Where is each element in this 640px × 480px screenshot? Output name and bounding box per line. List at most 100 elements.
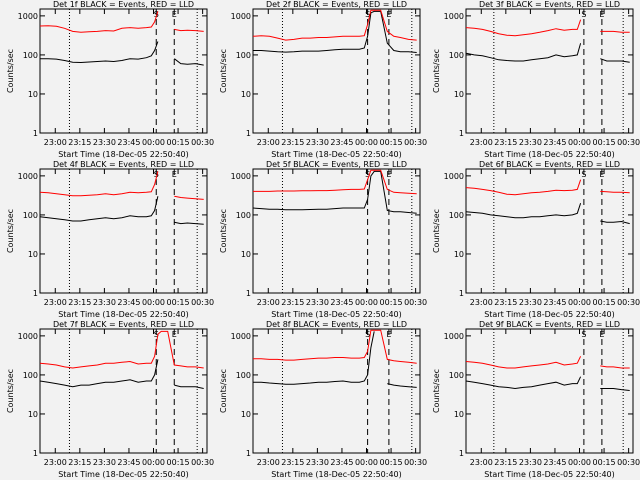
- x-tick-label: 00:30: [191, 458, 214, 467]
- x-tick-label: 23:00: [257, 138, 280, 147]
- plot-frame: [39, 8, 208, 134]
- x-tick-label: 00:00: [142, 138, 165, 147]
- y-tick-label: 1: [246, 289, 251, 298]
- x-tick-label: 00:00: [568, 138, 591, 147]
- panel: Det 2f BLACK = Events, RED = LLD Start Ti…: [219, 0, 427, 159]
- annotation: E: [172, 10, 177, 19]
- x-tick-label: 23:00: [44, 298, 67, 307]
- y-tick-label: 1000: [444, 172, 464, 181]
- chart-title: Det 5f BLACK = Events, RED = LLD: [266, 160, 407, 169]
- x-tick-label: 23:15: [281, 298, 304, 307]
- annotation: E: [599, 10, 604, 19]
- x-axis-label: Start Time (18-Dec-05 22:50:40): [58, 470, 189, 479]
- chart-title: Det 2f BLACK = Events, RED = LLD: [266, 0, 407, 9]
- y-tick-label: 100: [23, 51, 38, 60]
- plot-frame: [39, 328, 208, 454]
- y-tick-label: 100: [236, 211, 251, 220]
- x-tick-label: 00:15: [167, 298, 190, 307]
- x-tick-label: 23:30: [306, 298, 329, 307]
- series-line: [252, 9, 417, 41]
- annotation: E: [172, 170, 177, 179]
- annotation: E: [386, 170, 391, 179]
- plot-frame: [465, 8, 634, 134]
- series-line: [465, 356, 630, 369]
- x-tick-label: 23:45: [117, 458, 140, 467]
- y-tick-label: 100: [449, 371, 464, 380]
- y-tick-label: 10: [241, 90, 251, 99]
- y-tick-label: 1000: [231, 332, 251, 341]
- x-tick-label: 23:00: [257, 458, 280, 467]
- x-tick-label: 23:30: [306, 138, 329, 147]
- x-axis-label: Start Time (18-Dec-05 22:50:40): [58, 150, 189, 159]
- x-tick-label: 23:45: [543, 458, 566, 467]
- x-tick-label: 00:00: [355, 138, 378, 147]
- annotation: S: [154, 330, 159, 339]
- x-tick-label: 23:30: [93, 138, 116, 147]
- series-line: [465, 376, 630, 391]
- x-tick-label: 00:30: [617, 298, 640, 307]
- x-tick-label: 00:00: [355, 458, 378, 467]
- series-line: [253, 10, 417, 53]
- annotation: S: [365, 170, 370, 179]
- x-axis-label: Start Time (18-Dec-05 22:50:40): [271, 310, 402, 319]
- y-tick-label: 10: [28, 90, 38, 99]
- panel: Det 5f BLACK = Events, RED = LLD Start Ti…: [219, 160, 427, 319]
- x-tick-label: 00:15: [593, 458, 616, 467]
- y-tick-label: 1: [246, 449, 251, 458]
- x-tick-label: 23:45: [330, 458, 353, 467]
- y-tick-label: 1: [459, 129, 464, 138]
- y-axis-label: Counts/sec: [219, 49, 228, 93]
- plot-frame: [465, 168, 634, 294]
- plot-frame: [252, 328, 421, 454]
- series-line: [465, 203, 630, 225]
- x-tick-label: 23:30: [93, 298, 116, 307]
- y-tick-label: 1000: [18, 332, 38, 341]
- annotation: S: [581, 170, 586, 179]
- x-tick-label: 23:00: [257, 298, 280, 307]
- x-tick-label: 23:15: [68, 458, 91, 467]
- y-tick-label: 1000: [444, 12, 464, 21]
- x-tick-label: 23:45: [543, 298, 566, 307]
- x-tick-label: 23:45: [330, 138, 353, 147]
- series-line: [253, 331, 417, 388]
- y-tick-label: 100: [236, 51, 251, 60]
- series-line: [39, 196, 204, 225]
- x-tick-label: 23:30: [306, 458, 329, 467]
- annotation: E: [599, 330, 604, 339]
- annotation: S: [365, 10, 370, 19]
- x-tick-label: 00:30: [191, 138, 214, 147]
- x-tick-label: 00:15: [380, 298, 403, 307]
- plot-frame: [252, 8, 421, 134]
- x-axis-label: Start Time (18-Dec-05 22:50:40): [271, 470, 402, 479]
- x-tick-label: 23:30: [519, 138, 542, 147]
- x-tick-label: 23:30: [93, 458, 116, 467]
- annotation: E: [599, 170, 604, 179]
- x-axis-label: Start Time (18-Dec-05 22:50:40): [484, 470, 615, 479]
- y-axis-label: Counts/sec: [6, 209, 15, 253]
- y-tick-label: 1000: [444, 332, 464, 341]
- y-axis-label: Counts/sec: [432, 49, 441, 93]
- y-tick-label: 100: [449, 211, 464, 220]
- annotation: S: [365, 330, 370, 339]
- x-tick-label: 23:00: [44, 458, 67, 467]
- y-axis-label: Counts/sec: [432, 369, 441, 413]
- panel: Det 8f BLACK = Events, RED = LLD Start Ti…: [219, 320, 427, 479]
- series-line: [39, 330, 204, 369]
- x-tick-label: 00:15: [167, 458, 190, 467]
- annotation: E: [386, 330, 391, 339]
- x-tick-label: 00:00: [568, 298, 591, 307]
- y-tick-label: 1000: [231, 12, 251, 21]
- series-line: [465, 19, 630, 37]
- chart-title: Det 9f BLACK = Events, RED = LLD: [479, 320, 620, 329]
- annotation: S: [581, 330, 586, 339]
- series-line: [39, 11, 204, 33]
- series-line: [465, 43, 630, 63]
- y-tick-label: 10: [241, 410, 251, 419]
- panel: Det 1f BLACK = Events, RED = LLD Start Ti…: [6, 0, 214, 159]
- y-tick-label: 100: [23, 371, 38, 380]
- x-tick-label: 00:30: [617, 458, 640, 467]
- x-tick-label: 00:15: [167, 138, 190, 147]
- chart-title: Det 6f BLACK = Events, RED = LLD: [479, 160, 620, 169]
- x-tick-label: 00:30: [404, 138, 427, 147]
- x-tick-label: 00:15: [380, 458, 403, 467]
